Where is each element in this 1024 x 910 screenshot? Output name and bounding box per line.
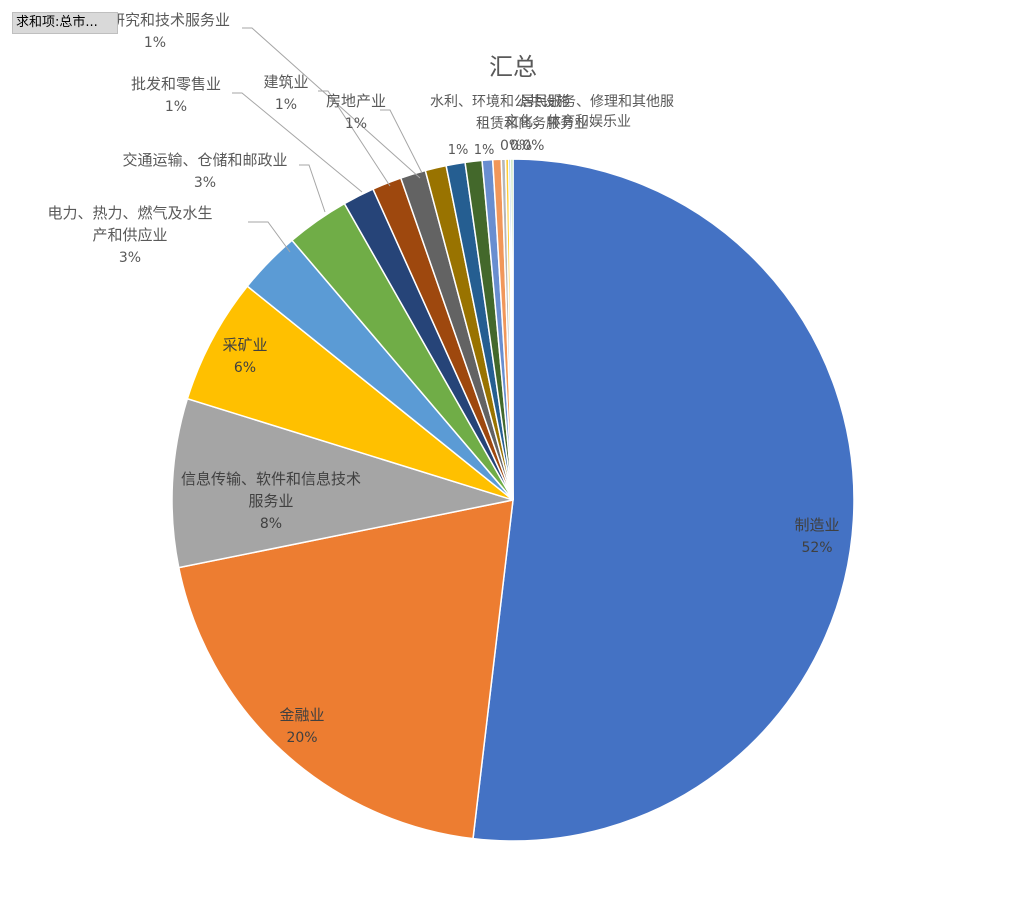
overlapping-label: 0%0% — [500, 138, 544, 154]
slice-name-label: 信息传输、软件和信息技术 — [181, 470, 361, 488]
overlapping-label: 0% — [510, 138, 532, 154]
slice-percent-label: 8% — [260, 516, 282, 532]
slice-percent-label: 1% — [448, 143, 469, 158]
slice-percent-label: 3% — [194, 175, 216, 191]
leader-line — [242, 27, 421, 179]
leader-line — [232, 92, 363, 193]
slice-name-label: 产和供应业 — [92, 226, 167, 244]
value-field-button[interactable]: 求和项:总市... — [12, 12, 118, 34]
slice-percent-label: 3% — [119, 250, 141, 266]
slice-name-label: 电力、热力、燃气及水生 — [47, 204, 212, 222]
overlapping-label: 文化、体育和娱乐业 — [505, 114, 631, 130]
overlapping-label: 租赁和商务服务业 — [476, 116, 588, 132]
slice-percent-label: 1% — [165, 99, 187, 115]
slice-name-label: 采矿业 — [222, 336, 267, 354]
slice-percent-label: 52% — [801, 540, 832, 556]
pie-slice[interactable] — [177, 499, 514, 840]
slice-name-label: 建筑业 — [263, 73, 308, 91]
slice-percent-label: 1% — [345, 116, 367, 132]
slice-name-label: 制造业 — [794, 516, 839, 534]
leader-line — [299, 164, 326, 213]
overlapping-label: 水利、环境和公共设施 — [430, 94, 570, 110]
pie-slice[interactable] — [171, 397, 514, 569]
slice-percent-label: 6% — [234, 360, 256, 376]
pie-slice[interactable] — [510, 158, 514, 501]
slice-name-label: 房地产业 — [326, 92, 386, 110]
leader-line — [380, 109, 423, 174]
slice-percent-label: 1% — [474, 143, 495, 158]
chart-title: 汇总 — [489, 53, 537, 81]
leader-line — [318, 90, 391, 187]
slice-name-label: 批发和零售业 — [131, 75, 221, 93]
slice-percent-label: 20% — [286, 730, 317, 746]
slice-name-label: 金融业 — [279, 706, 324, 724]
slice-name-label: 交通运输、仓储和邮政业 — [122, 151, 287, 169]
pie-slice[interactable] — [472, 158, 855, 842]
slice-percent-label: 1% — [275, 97, 297, 113]
slice-name-label: 服务业 — [248, 492, 293, 510]
slice-percent-label: 1% — [144, 35, 166, 51]
leader-line — [248, 221, 291, 253]
pie-slice[interactable] — [186, 285, 514, 501]
overlapping-label: 居民服务、修理和其他服 — [520, 94, 674, 110]
